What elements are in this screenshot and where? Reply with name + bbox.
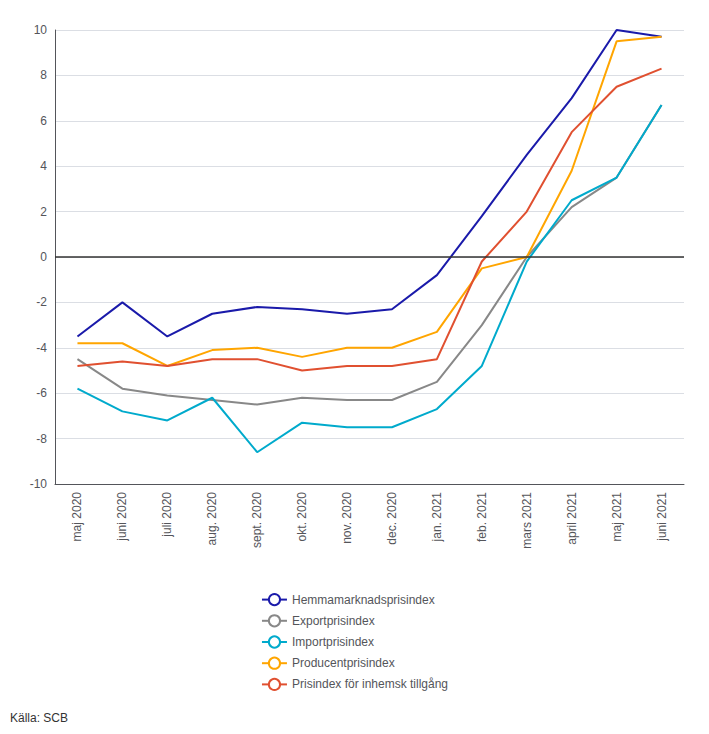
svg-text:0: 0 <box>40 250 47 264</box>
svg-text:-10: -10 <box>30 477 48 491</box>
svg-text:-6: -6 <box>36 386 47 400</box>
svg-text:Importprisindex: Importprisindex <box>292 635 374 649</box>
svg-text:-4: -4 <box>36 341 47 355</box>
svg-text:Hemmamarknadsprisindex: Hemmamarknadsprisindex <box>292 593 435 607</box>
svg-text:8: 8 <box>40 68 47 82</box>
svg-text:okt. 2020: okt. 2020 <box>295 492 309 542</box>
svg-text:april 2021: april 2021 <box>565 492 579 545</box>
svg-text:Källa: SCB: Källa: SCB <box>10 711 68 725</box>
svg-text:dec. 2020: dec. 2020 <box>385 492 399 545</box>
svg-text:aug. 2020: aug. 2020 <box>205 492 219 546</box>
svg-text:Producentprisindex: Producentprisindex <box>292 656 395 670</box>
svg-text:mars 2021: mars 2021 <box>520 492 534 549</box>
svg-text:-8: -8 <box>36 432 47 446</box>
svg-text:jan. 2021: jan. 2021 <box>430 492 444 543</box>
svg-text:juni 2021: juni 2021 <box>655 492 669 542</box>
svg-text:maj 2020: maj 2020 <box>70 492 84 542</box>
svg-text:nov. 2020: nov. 2020 <box>340 492 354 544</box>
svg-text:feb. 2021: feb. 2021 <box>475 492 489 542</box>
svg-text:10: 10 <box>34 23 48 37</box>
svg-text:4: 4 <box>40 159 47 173</box>
svg-text:juli 2020: juli 2020 <box>160 492 174 538</box>
svg-text:sept. 2020: sept. 2020 <box>250 492 264 548</box>
svg-text:2: 2 <box>40 205 47 219</box>
svg-text:-2: -2 <box>36 295 47 309</box>
svg-text:6: 6 <box>40 114 47 128</box>
svg-text:Exportprisindex: Exportprisindex <box>292 614 375 628</box>
svg-text:maj 2021: maj 2021 <box>610 492 624 542</box>
svg-text:juni 2020: juni 2020 <box>115 492 129 542</box>
svg-text:Prisindex för inhemsk tillgång: Prisindex för inhemsk tillgång <box>292 677 448 691</box>
